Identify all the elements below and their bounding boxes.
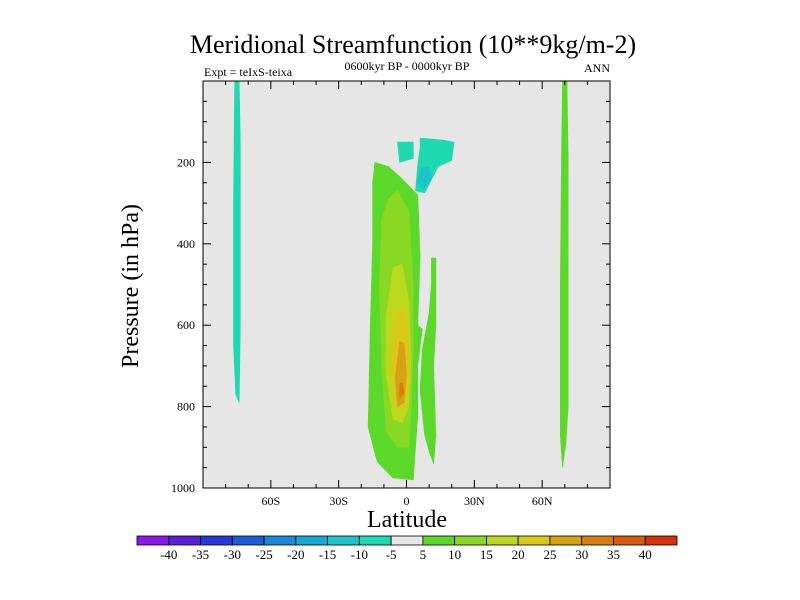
colorbar-label: 20 [512,547,525,562]
contour-region-4 [417,166,432,190]
season-label: ANN [584,61,610,75]
colorbar-label: -20 [287,547,304,562]
colorbar-swatch [581,535,614,546]
colorbar-label: -25 [255,547,272,562]
experiment-label: Expt = teIxS-teixa [204,65,293,79]
colorbar-swatch [200,535,233,546]
colorbar-swatch [136,535,170,546]
colorbar-swatch [358,535,392,546]
colorbar-label: -5 [386,547,397,562]
colorbar-swatch [263,535,297,546]
colorbar-label: 25 [543,547,556,562]
x-tick-label: 30N [464,494,485,508]
x-axis-label: Latitude [367,507,447,533]
colorbar-label: 35 [607,547,620,562]
contour-region-12 [559,80,569,468]
x-tick-label: 0 [404,494,410,508]
colorbar-label: 10 [448,547,461,562]
contour-regions [233,80,569,481]
colorbar-label: -35 [192,547,209,562]
colorbar-label: 30 [575,547,588,562]
colorbar-label: 15 [480,547,493,562]
contour-region-2 [397,141,414,163]
colorbar-swatch [168,535,201,546]
colorbar-swatch [422,535,456,546]
contour-region-1 [233,80,241,403]
colorbar-swatch [486,535,519,546]
x-tick-label: 60S [261,494,280,508]
colorbar-swatch [454,535,487,546]
y-tick-label: 1000 [171,481,195,495]
colorbar-swatch [613,535,646,546]
y-tick-label: 400 [177,237,195,251]
colorbar-label: 5 [420,547,427,562]
colorbar-swatch [231,535,265,546]
colorbar-swatch [295,535,328,546]
period-label: 0600kyr BP - 0000kyr BP [345,59,470,73]
colorbar-label: -15 [319,547,336,562]
x-axis-ticks: 60S 30S 0 30N 60N [225,81,588,508]
colorbar-label: -30 [224,547,241,562]
colorbar-label: -40 [160,547,177,562]
chart-title: Meridional Streamfunction (10**9kg/m-2) [190,30,636,59]
colorbar-swatch [517,535,551,546]
contour-region-11 [399,382,405,400]
y-tick-label: 600 [177,318,195,332]
colorbar-swatch [644,535,678,546]
x-tick-label: 60N [532,494,553,508]
contour-region-6 [419,257,437,464]
colorbar-label: -10 [351,547,368,562]
y-tick-label: 200 [177,155,195,169]
colorbar: -40 -35 -30 -25 -20 -15 -10 -5 5 10 15 20 25 30 35 40 [136,535,678,562]
x-tick-label: 30S [329,494,348,508]
y-axis-label: Pressure (in hPa) [118,204,144,368]
colorbar-swatch [549,535,583,546]
plot-area: 60S 30S 0 30N 60N 200 400 600 800 1000 [171,80,611,508]
y-axis-ticks: 200 400 600 800 1000 [171,100,610,495]
colorbar-swatch [327,535,360,546]
y-tick-label: 800 [177,400,195,414]
colorbar-label: 40 [639,547,652,562]
colorbar-swatch [390,535,424,546]
